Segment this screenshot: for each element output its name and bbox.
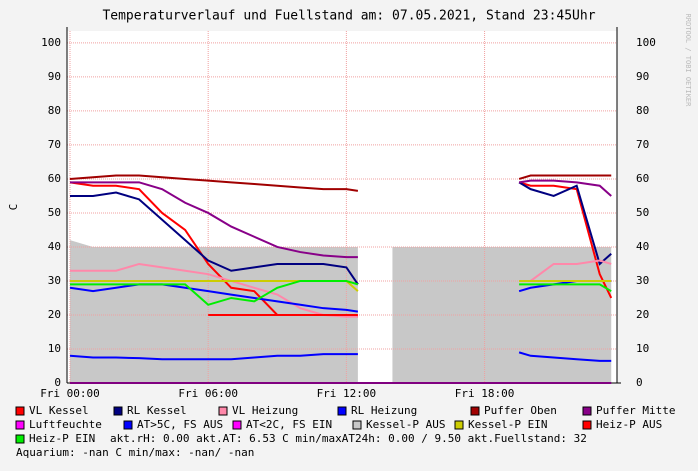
legend-swatch bbox=[15, 420, 25, 430]
legend-label: Puffer Oben bbox=[484, 404, 557, 417]
x-tick-label: Fri 06:00 bbox=[178, 387, 238, 400]
y2-tick-label: 70 bbox=[636, 138, 649, 151]
line bbox=[518, 181, 612, 266]
y-tick-label: 100 bbox=[41, 36, 61, 49]
y2-tick-label: 100 bbox=[636, 36, 656, 49]
legend-swatch bbox=[352, 420, 362, 430]
y2-tick-label: 80 bbox=[636, 104, 649, 117]
y-axis-label: C bbox=[7, 204, 20, 211]
line bbox=[69, 262, 358, 318]
line bbox=[69, 181, 358, 259]
legend-label: AT<2C, FS EIN bbox=[246, 418, 332, 431]
legend-label: AT>5C, FS AUS bbox=[137, 418, 223, 431]
x-tick-label: Fri 12:00 bbox=[317, 387, 377, 400]
line bbox=[518, 179, 612, 197]
legend-swatch bbox=[454, 420, 464, 430]
y-tick-label: 80 bbox=[48, 104, 61, 117]
line bbox=[519, 283, 612, 293]
legend-swatch bbox=[582, 420, 592, 430]
side-label: RRDTOOL / TOBI OETIKER bbox=[684, 14, 692, 108]
legend-label: RL Kessel bbox=[127, 404, 187, 417]
status-line: akt.rH: 0.00 akt.AT: 6.53 C min/maxAT24h… bbox=[110, 432, 587, 445]
y-tick-label: 50 bbox=[48, 206, 61, 219]
line bbox=[69, 191, 359, 285]
legend-swatch bbox=[232, 420, 242, 430]
y-tick-label: 40 bbox=[48, 240, 61, 253]
aquarium-line: Aquarium: -nan C min/max: -nan/ -nan bbox=[16, 446, 254, 459]
line bbox=[518, 174, 612, 180]
line bbox=[69, 279, 359, 306]
line bbox=[518, 351, 612, 362]
y2-tick-label: 0 bbox=[636, 376, 643, 389]
y2-tick-label: 90 bbox=[636, 70, 649, 83]
legend-label: RL Heizung bbox=[351, 404, 417, 417]
y-tick-label: 70 bbox=[48, 138, 61, 151]
legend-label: Kessel-P EIN bbox=[468, 418, 547, 431]
y-tick-label: 10 bbox=[48, 342, 61, 355]
chart-title: Temperaturverlauf und Fuellstand am: 07.… bbox=[102, 9, 595, 24]
y-tick-label: 30 bbox=[48, 274, 61, 287]
legend-label: Puffer Mitte bbox=[596, 404, 675, 417]
legend-label: Heiz-P AUS bbox=[596, 418, 662, 431]
y2-tick-label: 20 bbox=[636, 308, 649, 321]
line bbox=[69, 174, 359, 192]
legend-swatch bbox=[15, 406, 25, 416]
y-tick-label: 90 bbox=[48, 70, 61, 83]
y2-tick-label: 50 bbox=[636, 206, 649, 219]
legend-swatch bbox=[337, 406, 347, 416]
legend-label: VL Heizung bbox=[232, 404, 298, 417]
y2-tick-label: 30 bbox=[636, 274, 649, 287]
line bbox=[69, 283, 359, 313]
y-tick-label: 0 bbox=[54, 376, 61, 389]
legend-label: Heiz-P EIN bbox=[29, 432, 95, 445]
y2-tick-label: 60 bbox=[636, 172, 649, 185]
legend-swatch bbox=[123, 420, 133, 430]
y2-tick-label: 10 bbox=[636, 342, 649, 355]
x-tick-label: Fri 00:00 bbox=[40, 387, 100, 400]
legend-swatch bbox=[582, 406, 592, 416]
area bbox=[69, 240, 358, 383]
legend-swatch bbox=[218, 406, 228, 416]
legend-swatch bbox=[113, 406, 123, 416]
line bbox=[518, 181, 613, 299]
y-tick-label: 20 bbox=[48, 308, 61, 321]
legend-label: VL Kessel bbox=[29, 404, 89, 417]
x-tick-label: Fri 18:00 bbox=[455, 387, 515, 400]
line bbox=[69, 353, 358, 361]
legend-label: Kessel-P AUS bbox=[366, 418, 445, 431]
legend-swatch bbox=[470, 406, 480, 416]
legend-swatch bbox=[15, 434, 25, 444]
legend-label: Luftfeuchte bbox=[29, 418, 102, 431]
y2-tick-label: 40 bbox=[636, 240, 649, 253]
y-tick-label: 60 bbox=[48, 172, 61, 185]
